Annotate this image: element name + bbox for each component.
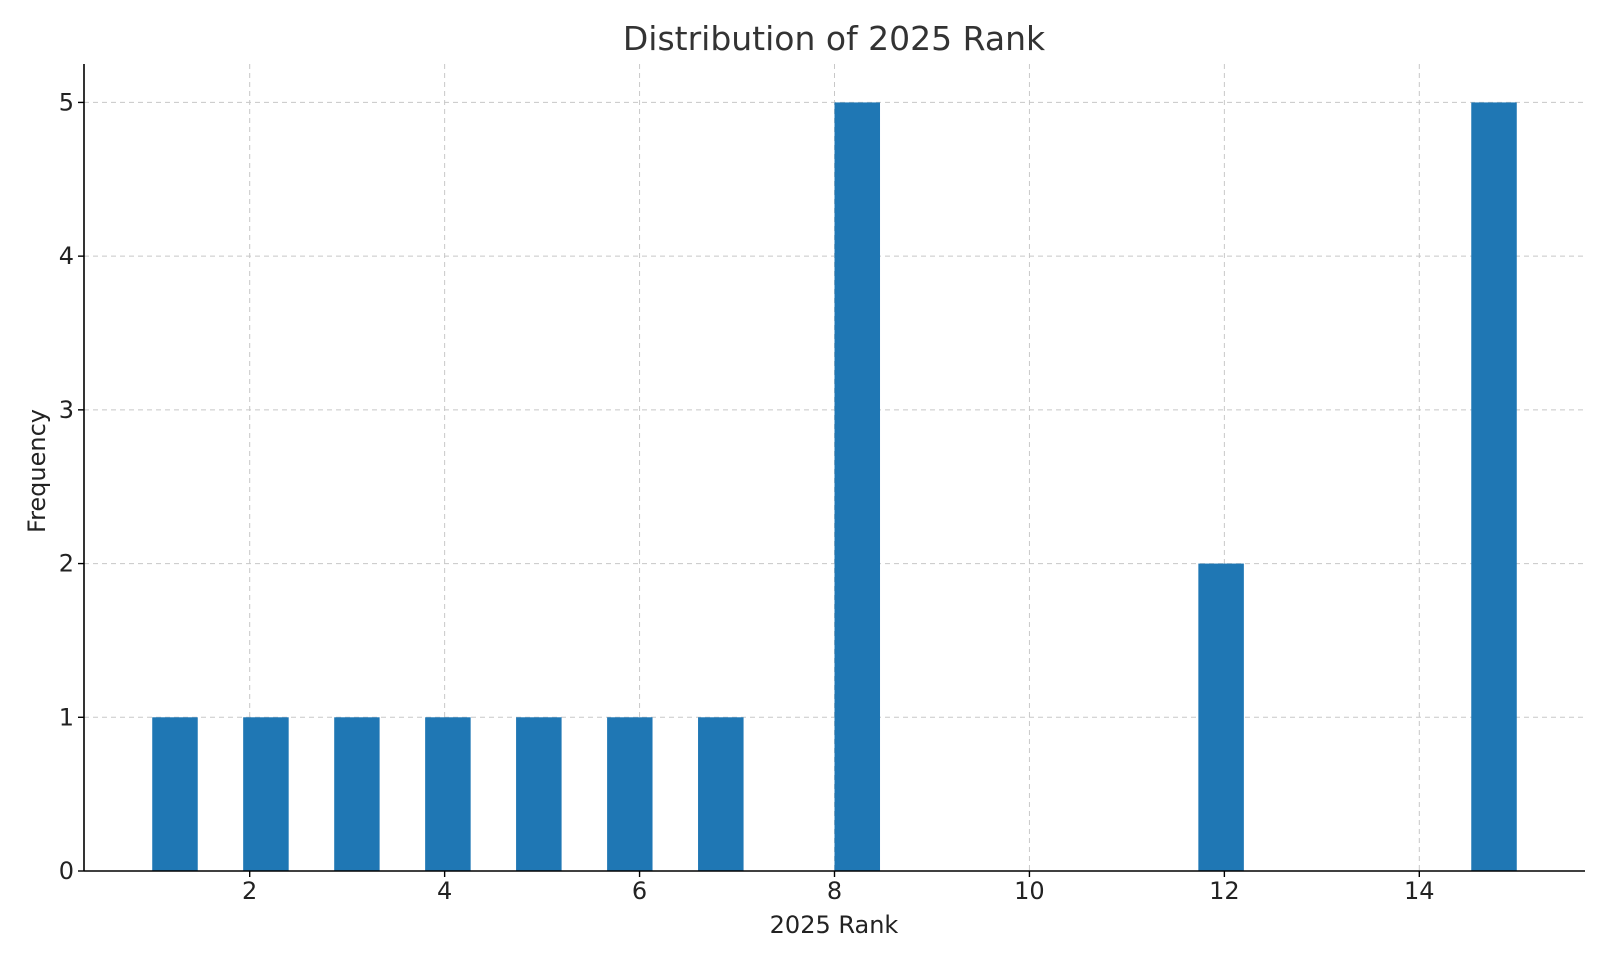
histogram-bar [334,717,380,871]
bars [152,102,1517,871]
histogram-bar [425,717,471,871]
x-tick-label: 2 [242,877,257,905]
y-tick-label: 2 [59,550,74,578]
histogram-bar [834,102,881,871]
histogram-bar [1198,563,1244,871]
y-tick-label: 4 [59,242,74,270]
x-axis-label: 2025 Rank [770,911,899,939]
y-tick-label: 1 [59,703,74,731]
histogram-bar [152,717,198,871]
histogram-bar [243,717,289,871]
x-tick-label: 12 [1209,877,1240,905]
y-tick-label: 5 [59,88,74,116]
y-axis-label: Frequency [23,409,51,533]
y-tick-label: 3 [59,396,74,424]
histogram-bar [698,717,744,871]
x-tick-label: 14 [1404,877,1435,905]
histogram-bar [1471,102,1517,871]
histogram-bar [516,717,562,871]
x-tick-label: 10 [1014,877,1045,905]
y-tick-label: 0 [59,857,74,885]
chart-title: Distribution of 2025 Rank [623,19,1046,58]
x-tick-label: 4 [437,877,452,905]
x-tick-label: 6 [632,877,647,905]
histogram-bar [607,717,653,871]
x-tick-label: 8 [827,877,842,905]
